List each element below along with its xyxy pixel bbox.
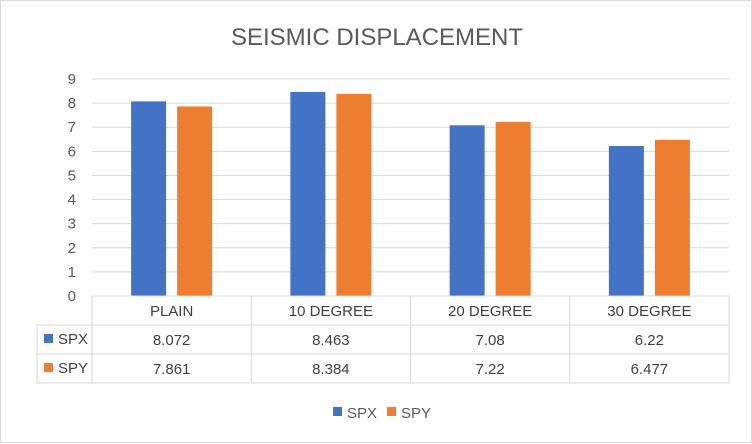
table-value: 7.861	[153, 361, 191, 378]
table-value: 8.072	[153, 332, 191, 349]
y-tick-label: 4	[68, 192, 76, 209]
table-legend-key-spy	[44, 363, 53, 372]
table-value: 8.463	[312, 332, 350, 349]
y-tick-label: 5	[68, 167, 76, 184]
y-tick-label: 1	[68, 264, 76, 281]
table-value: 7.22	[476, 361, 505, 378]
table-legend-key-spx	[44, 334, 53, 343]
category-label: PLAIN	[150, 303, 193, 320]
table-value: 6.477	[631, 361, 669, 378]
y-tick-label: 3	[68, 216, 76, 233]
table-series-label: SPX	[58, 331, 88, 348]
y-tick-label: 6	[68, 143, 76, 160]
legend-label: SPX	[347, 405, 377, 422]
bar-spx	[449, 125, 485, 296]
bar-spy	[495, 121, 531, 296]
y-tick-label: 0	[68, 288, 76, 305]
category-label: 30 DEGREE	[607, 303, 691, 320]
legend-label: SPY	[401, 405, 431, 422]
data-table: PLAIN 10 DEGREE 20 DEGREE 30 DEGREE SPX 8.072…	[36, 295, 730, 384]
legend-key-spx	[333, 407, 342, 416]
bar-spx	[290, 91, 326, 297]
table-value: 8.384	[312, 361, 350, 378]
bar-spy	[654, 139, 690, 296]
legend: SPX SPY	[333, 405, 431, 422]
category-label: 20 DEGREE	[448, 303, 532, 320]
bar-spy	[336, 93, 372, 296]
y-tick-label: 7	[68, 119, 76, 136]
chart-title: SEISMIC DISPLACEMENT	[231, 24, 523, 51]
y-axis: 0 1 2 3 4 5 6 7 8 9	[68, 71, 76, 305]
category-label: 10 DEGREE	[289, 303, 373, 320]
table-value: 7.08	[476, 332, 505, 349]
bars	[131, 91, 690, 297]
table-value: 6.22	[635, 332, 664, 349]
bar-spy	[177, 106, 213, 296]
y-tick-label: 8	[68, 95, 76, 112]
y-tick-label: 2	[68, 240, 76, 257]
bar-spx	[608, 146, 644, 296]
y-tick-label: 9	[68, 71, 76, 88]
table-series-label: SPY	[58, 360, 88, 377]
legend-key-spy	[387, 407, 396, 416]
bar-spx	[131, 101, 167, 296]
